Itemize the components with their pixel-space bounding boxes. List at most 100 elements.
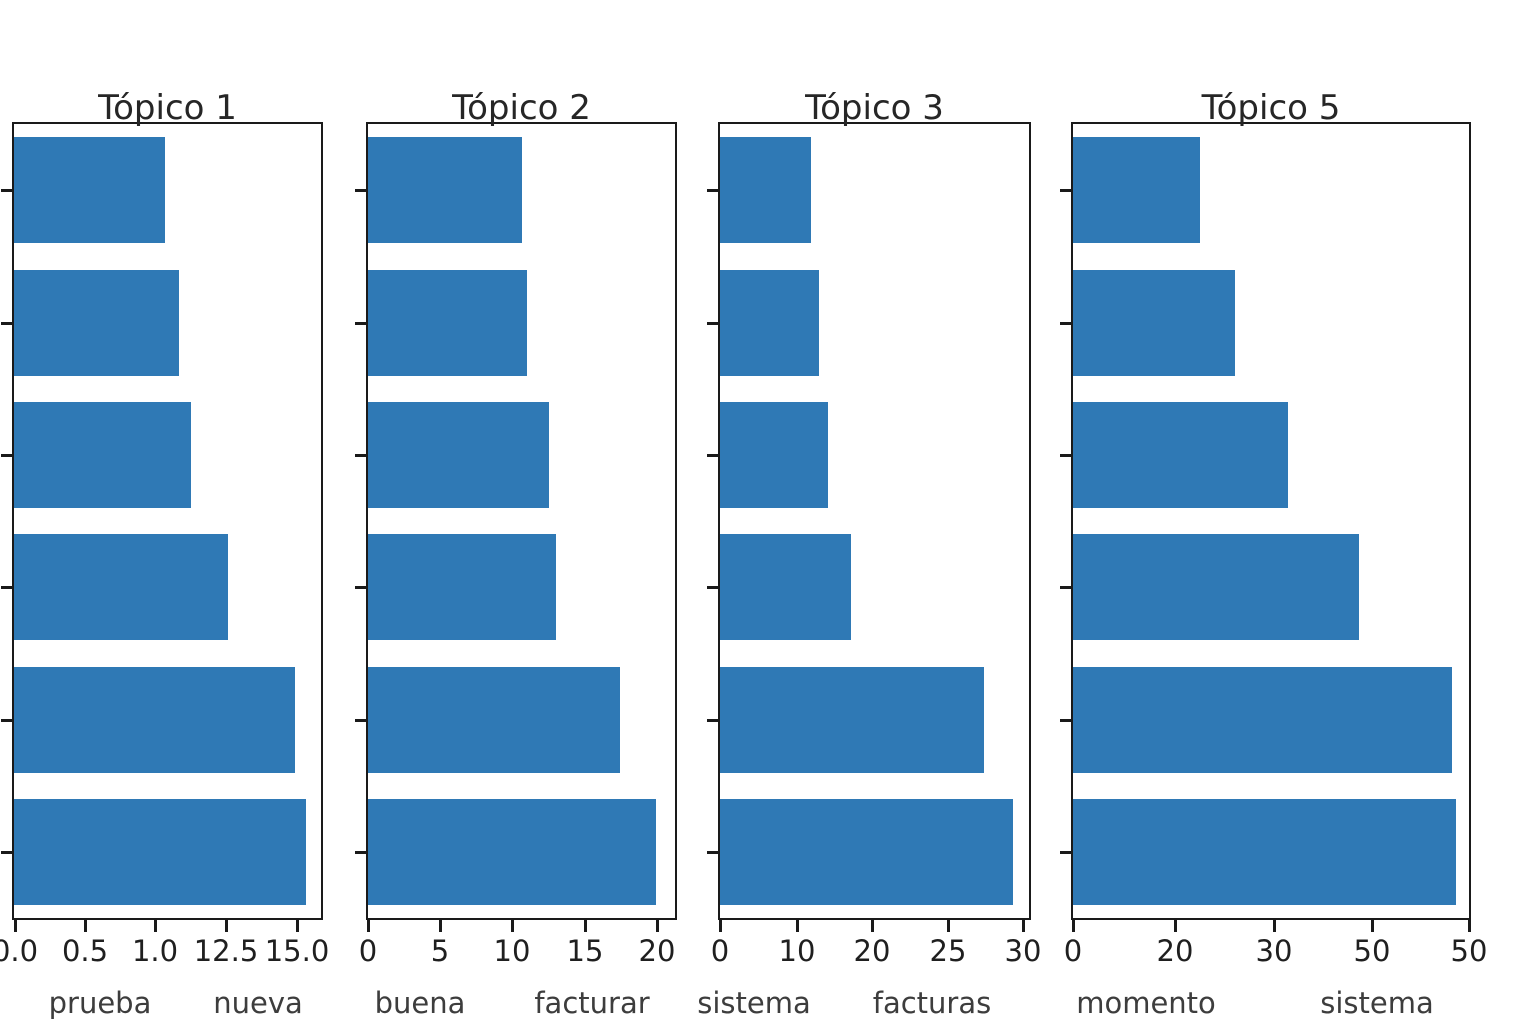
x-axis-tick [584,920,587,932]
x-axis-word-label: prueba [48,986,152,1020]
bar [14,534,228,640]
x-axis-tick [1174,920,1177,932]
y-axis-tick [355,454,366,457]
y-axis-tick [1060,322,1071,325]
x-axis-tick [796,920,799,932]
panel-title: Tópico 3 [805,88,944,129]
x-tick-label: 1.0 [131,934,179,968]
y-axis-tick [707,454,718,457]
x-axis-word-label: facturar [534,986,650,1020]
x-axis-tick [84,920,87,932]
y-axis-tick [1060,454,1071,457]
bar [1073,667,1452,773]
y-axis-tick [1,322,12,325]
y-axis-tick [355,851,366,854]
x-axis-tick [225,920,228,932]
x-tick-label: 12.5 [193,934,259,968]
x-tick-label: 20 [638,934,676,968]
x-axis-word-label: sistema [697,986,811,1020]
y-axis-tick [355,189,366,192]
bar [14,270,179,376]
topic-panel-2: Tópico 2 0 5 10 15 20 buena facturar [355,88,677,1020]
x-axis-tick [1468,920,1471,932]
bar [1073,799,1456,905]
bar [368,137,522,243]
y-axis-tick [707,322,718,325]
x-axis-word-label: momento [1076,986,1216,1020]
x-tick-label: 15 [566,934,604,968]
bar [14,137,165,243]
x-tick-label: 50 [1353,934,1391,968]
topic-panel-1: Tópico 1 0.0 0.5 1.0 12.5 15.0 prueba nueva [0,88,329,1020]
bar [368,534,556,640]
bar [720,534,851,640]
x-tick-label: 0 [710,934,730,968]
y-axis-tick [355,586,366,589]
x-tick-label: 25 [929,934,967,968]
y-axis-tick [707,719,718,722]
x-axis-tick [1273,920,1276,932]
x-axis-word-label: facturas [872,986,992,1020]
x-axis-tick [656,920,659,932]
bar [368,402,549,508]
x-tick-label: 10 [778,934,816,968]
x-tick-label: 30 [1255,934,1293,968]
x-axis-tick [511,920,514,932]
plot-area [1073,124,1469,918]
x-tick-label: 20 [1156,934,1194,968]
x-tick-label: 0 [358,934,378,968]
x-tick-label: 30 [1004,934,1042,968]
x-axis-word-label: nueva [213,986,303,1020]
bar [368,270,527,376]
y-axis-tick [707,189,718,192]
y-axis-tick [355,719,366,722]
plot-area [720,124,1029,918]
x-axis-tick [947,920,950,932]
bar [720,402,828,508]
x-axis-tick [439,920,442,932]
y-axis-tick [1060,586,1071,589]
y-axis-tick [707,586,718,589]
topic-panel-5: Tópico 5 0 20 30 50 50 momento sistema [1060,88,1487,1020]
bar [1073,534,1359,640]
y-axis-tick [1060,851,1071,854]
plot-area [368,124,675,918]
x-axis-tick [719,920,722,932]
y-axis-tick [707,851,718,854]
x-tick-label: 15.0 [264,934,330,968]
y-axis-tick [355,322,366,325]
y-axis-tick [1,454,12,457]
x-tick-label: 10 [493,934,531,968]
y-axis-tick [1,189,12,192]
x-tick-label: 50 [1450,934,1488,968]
y-axis-tick [1,719,12,722]
x-axis-tick [367,920,370,932]
y-axis-tick [1060,719,1071,722]
topic-panel-3: Tópico 3 0 10 20 25 30 sistema facturas [697,88,1041,1020]
bar [14,667,295,773]
plot-area [14,124,321,918]
x-axis-tick [14,920,17,932]
bar [1073,137,1200,243]
x-tick-label: 5 [430,934,450,968]
bar [14,402,191,508]
x-axis-tick [1022,920,1025,932]
bar [720,137,811,243]
bar [720,799,1013,905]
x-axis-tick [154,920,157,932]
x-axis-word-label: sistema [1320,986,1434,1020]
bar [720,270,819,376]
x-tick-label: 0.0 [0,934,39,968]
bar [1073,270,1235,376]
x-axis-tick [1371,920,1374,932]
panel-title: Tópico 5 [1201,88,1341,129]
bar [1073,402,1288,508]
panel-title: Tópico 1 [98,88,237,129]
bar [720,667,984,773]
y-axis-tick [1,851,12,854]
bar [368,799,656,905]
x-tick-label: 20 [853,934,891,968]
x-tick-label: 0 [1063,934,1083,968]
x-axis-tick [296,920,299,932]
